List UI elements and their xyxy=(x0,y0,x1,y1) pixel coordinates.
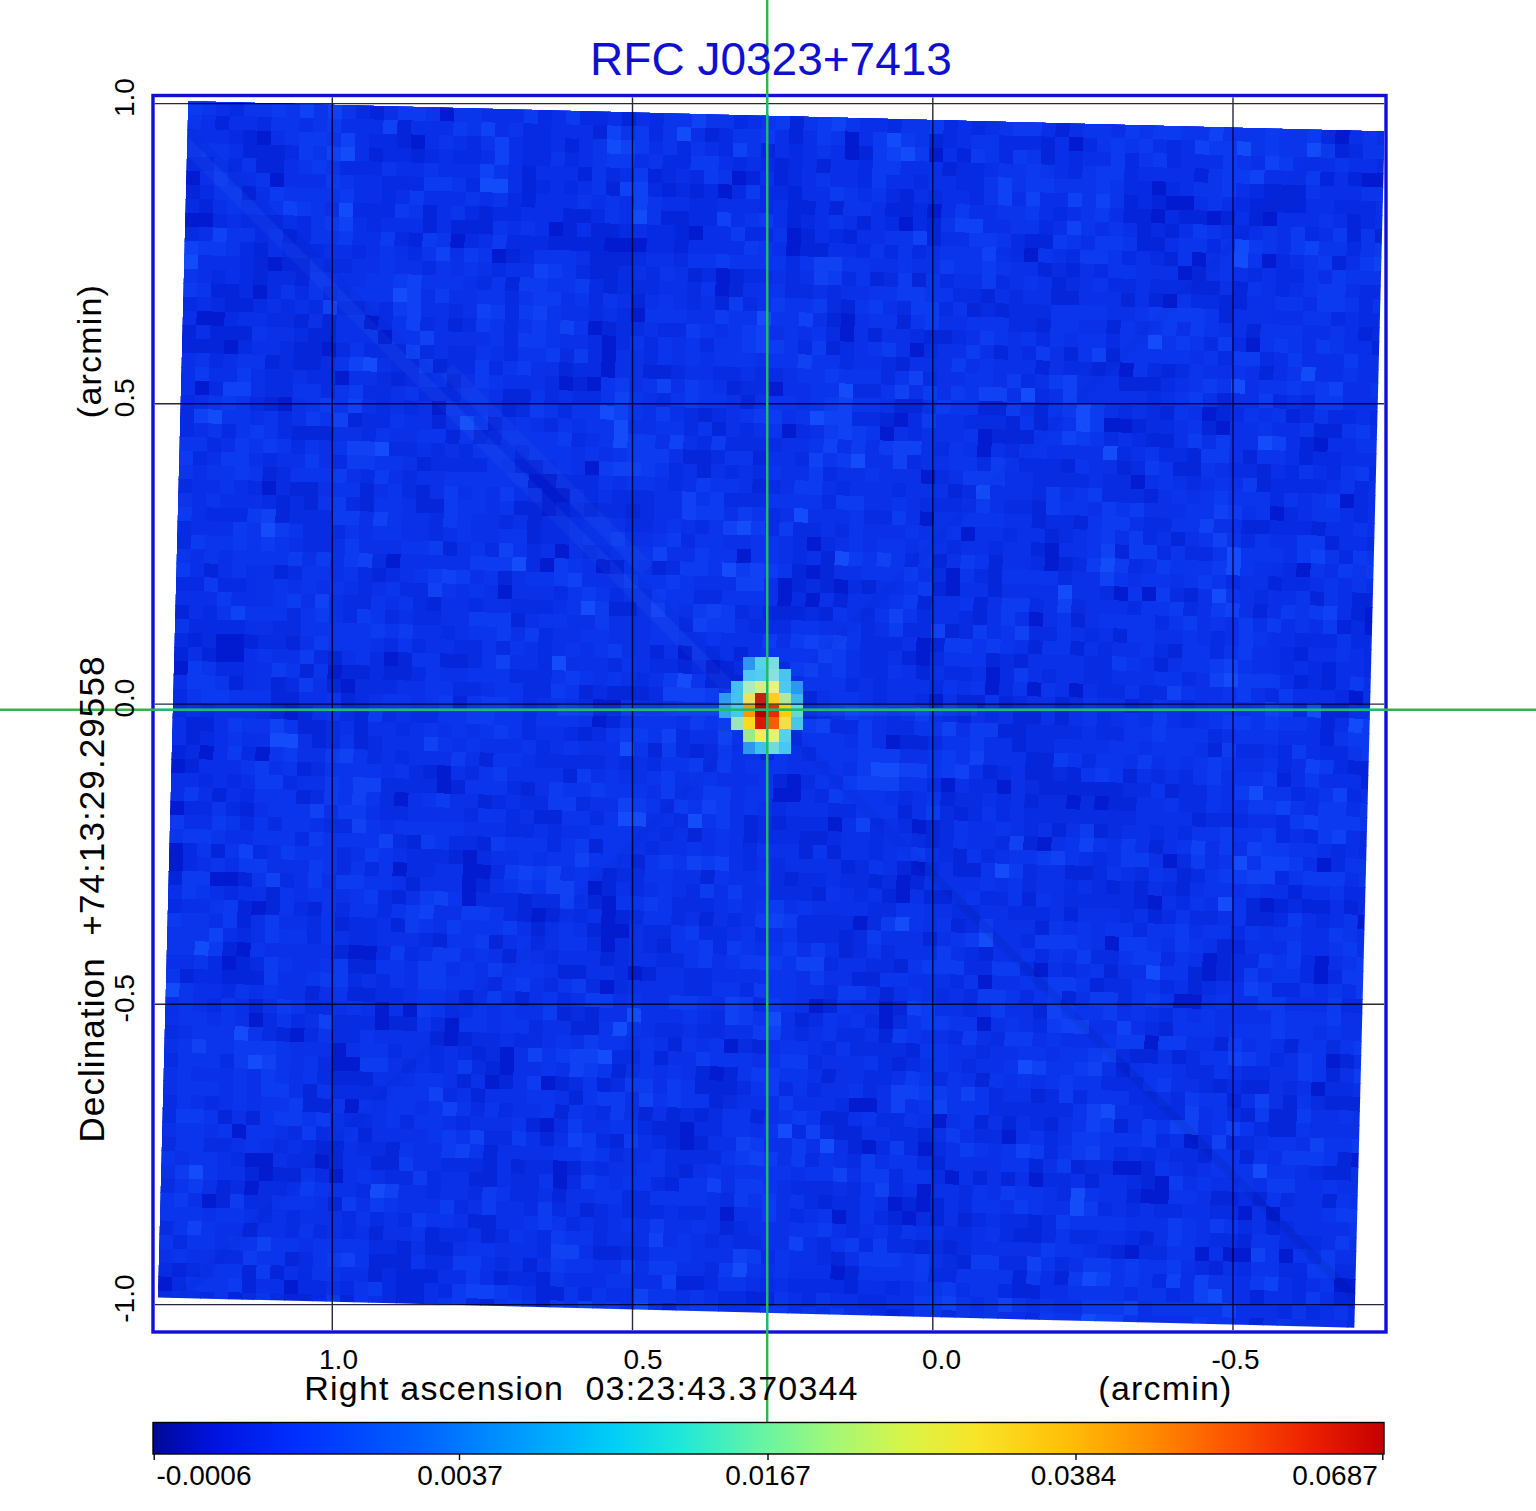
svg-text:1.0: 1.0 xyxy=(109,78,140,117)
svg-text:-1.0: -1.0 xyxy=(109,1274,140,1322)
svg-text:(arcmin): (arcmin) xyxy=(70,284,108,418)
svg-text:0.0384: 0.0384 xyxy=(1031,1460,1117,1491)
svg-text:0.0: 0.0 xyxy=(109,679,140,718)
svg-text:Right ascension 03:23:43.3703: Right ascension 03:23:43.370344 xyxy=(304,1369,858,1407)
svg-text:0.0167: 0.0167 xyxy=(725,1460,811,1491)
svg-text:RFC J0323+7413: RFC J0323+7413 xyxy=(590,33,952,85)
svg-text:(arcmin): (arcmin) xyxy=(1098,1369,1232,1407)
svg-text:Declination +74:13:29.29558: Declination +74:13:29.29558 xyxy=(72,655,111,1142)
svg-text:0.5: 0.5 xyxy=(109,378,140,417)
svg-text:0.0: 0.0 xyxy=(922,1344,961,1375)
svg-text:-0.5: -0.5 xyxy=(109,974,140,1022)
svg-text:-0.0006: -0.0006 xyxy=(157,1460,252,1491)
svg-text:0.0687: 0.0687 xyxy=(1292,1460,1378,1491)
svg-text:0.0037: 0.0037 xyxy=(417,1460,503,1491)
